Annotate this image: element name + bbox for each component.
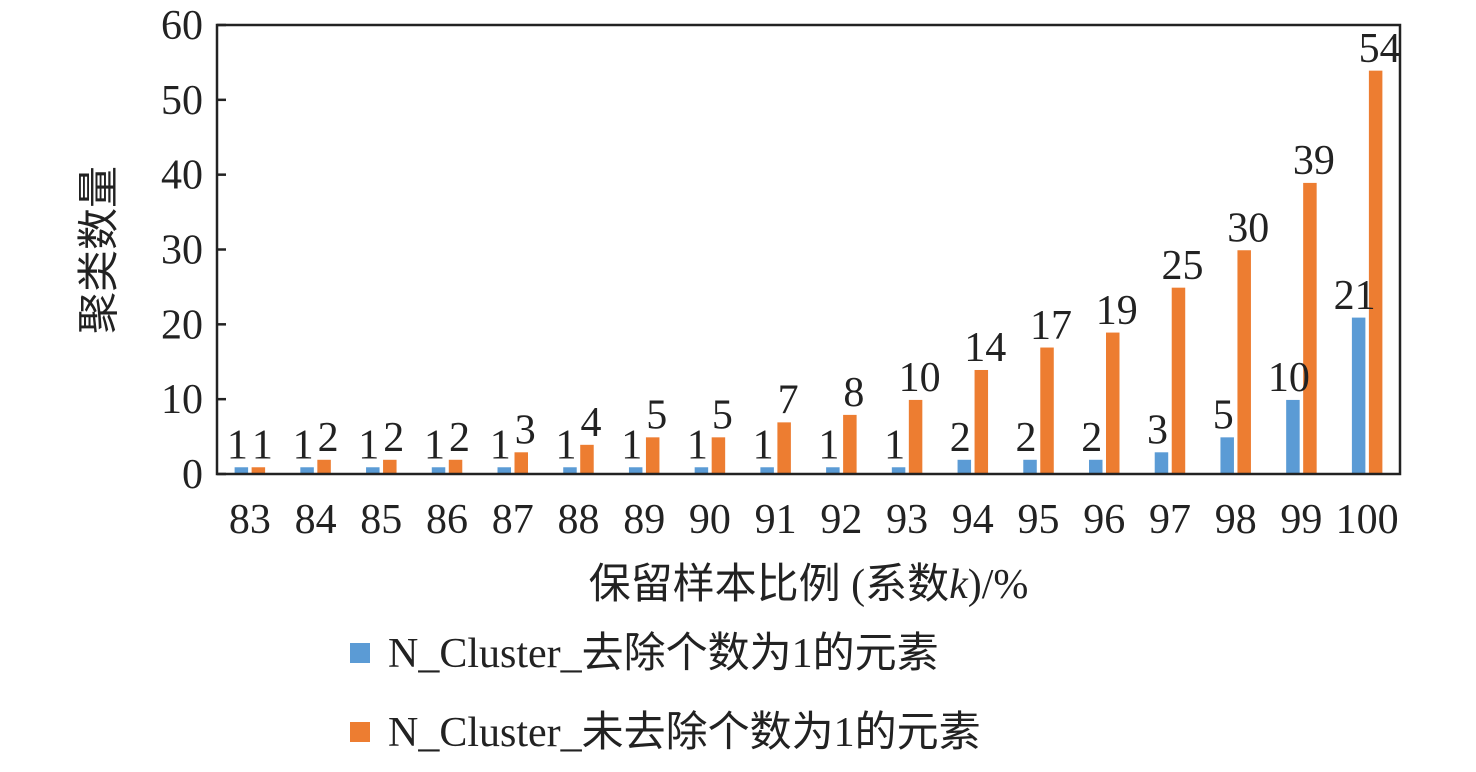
- data-label-series-2: 39: [1293, 138, 1335, 184]
- bar-series-2: [513, 450, 530, 475]
- data-label-series-1: 1: [293, 423, 314, 469]
- data-label-series-1: 1: [227, 423, 248, 469]
- data-label-series-1: 1: [884, 423, 905, 469]
- bar-series-2: [1038, 346, 1056, 475]
- data-label-series-2: 10: [899, 355, 941, 401]
- bar-series-2: [775, 420, 793, 475]
- bar-series-1: [1153, 450, 1170, 475]
- x-tick-label: 92: [820, 497, 862, 543]
- data-label-series-2: 3: [515, 408, 536, 454]
- x-tick-label: 88: [557, 497, 599, 543]
- x-tick-label: 94: [952, 497, 994, 543]
- data-label-series-1: 1: [555, 423, 576, 469]
- bar-series-2: [1170, 286, 1187, 475]
- x-tick-label: 100: [1336, 497, 1399, 543]
- y-axis: 0 10 20 30 40 50 60: [161, 3, 226, 498]
- y-tick-label: 20: [161, 302, 203, 348]
- legend-swatch-series-2: [350, 722, 370, 742]
- bar-series-2: [644, 435, 661, 475]
- x-axis: 83 84 85 86 87 88 89 90 91 92 93 94 95 96 97 98 99 100: [229, 497, 1399, 543]
- data-label-series-2: 2: [318, 415, 339, 461]
- legend-label-series-1: N_Cluster_去除个数为1的元素: [388, 630, 939, 677]
- x-tick-label: 87: [492, 497, 534, 543]
- data-label-series-2: 30: [1227, 206, 1269, 252]
- y-tick-label: 0: [182, 452, 203, 498]
- legend-label-series-2: N_Cluster_未去除个数为1的元素: [388, 709, 981, 756]
- data-label-series-1: 1: [358, 423, 379, 469]
- x-tick-label: 95: [1018, 497, 1060, 543]
- data-label-series-1: 2: [1081, 415, 1102, 461]
- data-label-series-1: 1: [687, 423, 708, 469]
- data-label-series-2: 54: [1359, 26, 1401, 72]
- bar-series-1: [1350, 316, 1367, 475]
- data-label-series-2: 8: [843, 370, 864, 416]
- y-tick-label: 30: [161, 228, 203, 274]
- data-label-series-2: 25: [1161, 243, 1203, 289]
- x-tick-label: 96: [1083, 497, 1125, 543]
- data-label-series-2: 2: [449, 415, 470, 461]
- y-tick-label: 40: [161, 153, 203, 199]
- y-axis-title: 聚类数量: [77, 166, 123, 334]
- data-label-series-1: 1: [621, 423, 642, 469]
- bar-series-2: [1235, 248, 1253, 475]
- x-tick-label: 97: [1149, 497, 1191, 543]
- bars-layer: [233, 69, 1384, 475]
- data-label-series-1: 1: [753, 423, 774, 469]
- data-label-series-2: 5: [712, 393, 733, 439]
- bar-series-1: [1087, 458, 1104, 475]
- data-label-series-2: 2: [383, 415, 404, 461]
- bar-series-2: [710, 435, 727, 475]
- bar-series-2: [578, 443, 596, 475]
- data-label-series-1: 1: [490, 423, 511, 469]
- bar-series-1: [1218, 435, 1236, 475]
- x-tick-label: 86: [426, 497, 468, 543]
- data-label-series-1: 1: [818, 423, 839, 469]
- x-axis-title-k: k: [949, 562, 969, 608]
- bar-series-2: [1104, 331, 1121, 475]
- data-label-series-2: 19: [1096, 288, 1138, 334]
- data-label-series-1: 2: [1016, 415, 1037, 461]
- bar-series-1: [956, 458, 973, 475]
- data-label-series-2: 5: [646, 393, 667, 439]
- x-tick-label: 83: [229, 497, 271, 543]
- y-tick-label: 50: [161, 78, 203, 124]
- x-tick-label: 85: [360, 497, 402, 543]
- data-label-series-2: 17: [1030, 303, 1072, 349]
- data-label-series-1: 2: [950, 415, 971, 461]
- data-label-series-2: 14: [964, 325, 1006, 371]
- x-axis-title-prefix: 保留样本比例 (系数: [589, 562, 950, 608]
- data-label-series-1: 3: [1147, 408, 1168, 454]
- legend: N_Cluster_去除个数为1的元素 N_Cluster_未去除个数为1的元素: [350, 630, 981, 756]
- bar-series-2: [973, 368, 990, 475]
- bar-series-1: [1021, 458, 1039, 475]
- data-label-series-2: 4: [580, 400, 601, 446]
- x-tick-label: 93: [886, 497, 928, 543]
- data-label-series-1: 5: [1213, 393, 1234, 439]
- x-tick-label: 89: [623, 497, 665, 543]
- y-tick-label: 60: [161, 3, 203, 49]
- x-axis-title: 保留样本比例 (系数k)/%: [589, 562, 1029, 608]
- bar-series-2: [841, 413, 859, 475]
- bar-series-2: [447, 458, 464, 475]
- bar-series-2: [907, 398, 924, 475]
- x-tick-label: 84: [295, 497, 337, 543]
- x-tick-label: 98: [1215, 497, 1257, 543]
- data-label-series-1: 1: [424, 423, 445, 469]
- x-axis-title-suffix: )/%: [968, 562, 1029, 608]
- y-tick-label: 10: [161, 377, 203, 423]
- data-label-series-2: 7: [778, 378, 799, 424]
- x-tick-label: 90: [689, 497, 731, 543]
- data-label-series-1: 21: [1334, 273, 1376, 319]
- data-label-series-2: 1: [252, 423, 273, 469]
- bar-series-2: [381, 458, 399, 475]
- data-label-series-1: 10: [1268, 355, 1310, 401]
- legend-swatch-series-1: [350, 643, 370, 663]
- x-tick-label: 91: [755, 497, 797, 543]
- bar-series-2: [315, 458, 333, 475]
- x-tick-label: 99: [1280, 497, 1322, 543]
- bar-series-2: [1301, 181, 1319, 475]
- bar-series-1: [1284, 398, 1302, 475]
